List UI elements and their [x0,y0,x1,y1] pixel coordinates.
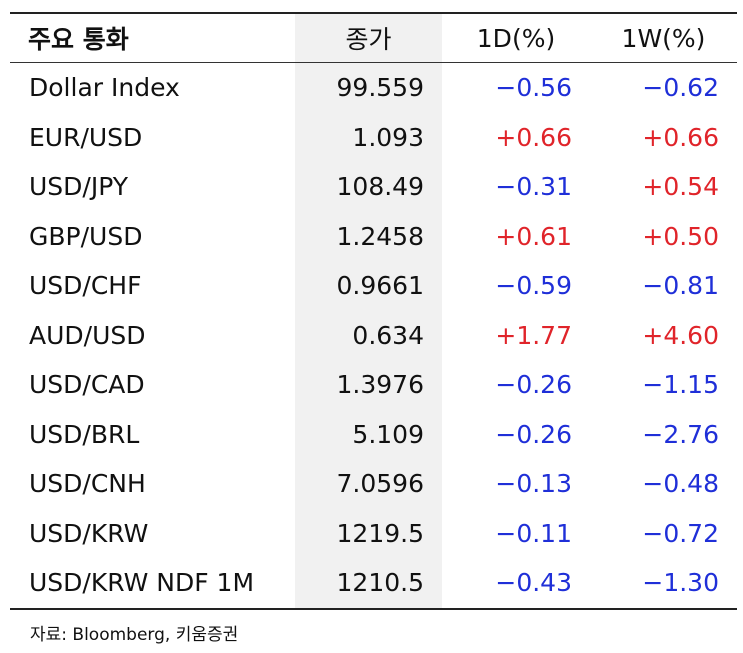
currency-cell: GBP/USD [29,221,143,251]
value-cell: 1219.5 [295,508,442,558]
table-row: Dollar Index 99.559 −0.56 −0.62 [10,62,737,113]
table-row: GBP/USD 1.2458 +0.61 +0.50 [10,211,737,261]
value-cell: +0.66 [642,122,719,152]
value-cell: −0.48 [642,469,719,499]
value-cell: 0.634 [295,310,442,360]
header-row: 주요 통화 종가 1D(%) 1W(%) [10,13,737,63]
currency-cell: AUD/USD [29,320,146,350]
value-cell: 1.3976 [295,360,442,410]
table-row: USD/CHF 0.9661 −0.59 −0.81 [10,261,737,311]
value-cell: +1.77 [495,320,572,350]
value-cell: −0.59 [495,271,572,301]
currency-table: 주요 통화 종가 1D(%) 1W(%) Dollar Index 99.559 −0.5… [10,12,737,610]
currency-cell: EUR/USD [29,122,143,152]
value-cell: −0.81 [642,271,719,301]
table-row: USD/KRW NDF 1M 1210.5 −0.43 −1.30 [10,558,737,609]
table-row: USD/CNH 7.0596 −0.13 −0.48 [10,459,737,509]
value-cell: +0.66 [495,122,572,152]
value-cell: +0.50 [642,221,719,251]
value-cell: 0.9661 [295,261,442,311]
value-cell: −0.26 [495,370,572,400]
table-row: USD/JPY 108.49 −0.31 +0.54 [10,162,737,212]
value-cell: −0.62 [642,73,719,103]
value-cell: −2.76 [642,419,719,449]
value-cell: −0.13 [495,469,572,499]
value-cell: +0.61 [495,221,572,251]
value-cell: −0.56 [495,73,572,103]
currency-cell: USD/JPY [29,172,129,202]
value-cell: −1.30 [642,568,719,598]
header-cell: 1D(%) [442,13,590,63]
header-cell: 1W(%) [590,13,737,63]
value-cell: −0.26 [495,419,572,449]
value-cell: −0.72 [642,518,719,548]
table-body: Dollar Index 99.559 −0.56 −0.62 EUR/USD 1.093… [10,62,737,609]
currency-cell: USD/KRW NDF 1M [29,568,255,598]
table-row: USD/CAD 1.3976 −0.26 −1.15 [10,360,737,410]
value-cell: +4.60 [642,320,719,350]
currency-cell: USD/CHF [29,271,142,301]
currency-cell: Dollar Index [29,73,180,103]
value-cell: −0.31 [495,172,572,202]
value-cell: +0.54 [642,172,719,202]
value-cell: 108.49 [295,162,442,212]
table-row: AUD/USD 0.634 +1.77 +4.60 [10,310,737,360]
table-row: USD/KRW 1219.5 −0.11 −0.72 [10,508,737,558]
value-cell: 7.0596 [295,459,442,509]
value-cell: 5.109 [295,409,442,459]
value-cell: −1.15 [642,370,719,400]
value-cell: 1210.5 [295,558,442,609]
table-row: EUR/USD 1.093 +0.66 +0.66 [10,112,737,162]
header-cell: 종가 [295,13,442,63]
table-row: USD/BRL 5.109 −0.26 −2.76 [10,409,737,459]
value-cell: −0.43 [495,568,572,598]
currency-cell: USD/KRW [29,518,149,548]
currency-cell: USD/BRL [29,419,140,449]
source-note: 자료: Bloomberg, 키움증권 [30,625,239,645]
value-cell: −0.11 [495,518,572,548]
currency-cell: USD/CAD [29,370,145,400]
value-cell: 99.559 [295,62,442,113]
header-cell: 주요 통화 [10,13,295,63]
value-cell: 1.093 [295,112,442,162]
currency-cell: USD/CNH [29,469,146,499]
value-cell: 1.2458 [295,211,442,261]
